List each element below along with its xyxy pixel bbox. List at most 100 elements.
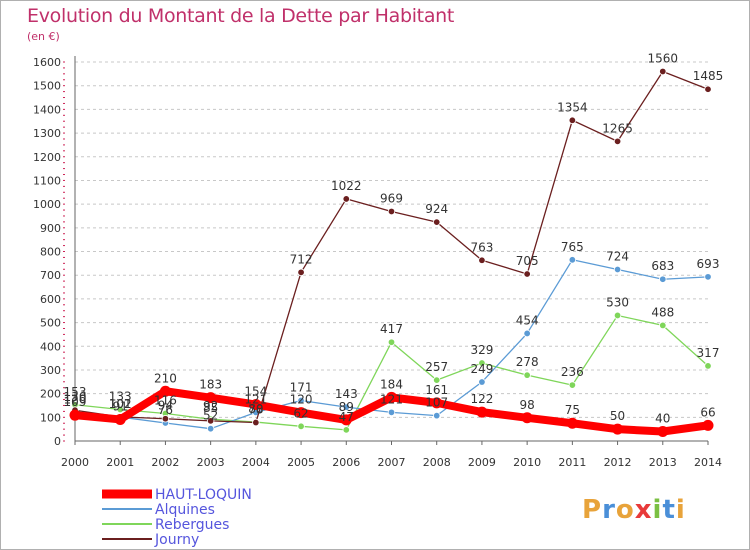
data-label-journy: 705 [516, 254, 539, 268]
data-label-journy: 94 [158, 399, 173, 413]
y-minor-tick [63, 310, 65, 312]
x-tick-label: 2005 [287, 456, 315, 469]
x-tick-label: 2012 [604, 456, 632, 469]
y-minor-tick [63, 399, 65, 401]
y-tick-label: 100 [40, 411, 61, 424]
data-point-rebergues [613, 311, 622, 320]
x-tick-label: 2011 [558, 456, 586, 469]
data-point-rebergues [659, 321, 667, 330]
data-point-journy [297, 268, 305, 277]
data-label-rebergues: 153 [64, 385, 87, 399]
data-point-alquines [568, 256, 577, 264]
data-point-haut-loquin [612, 423, 624, 435]
y-minor-tick [63, 327, 65, 329]
data-label-rebergues: 62 [293, 406, 308, 420]
data-label-haut-loquin: 75 [565, 403, 580, 417]
data-label-rebergues: 236 [561, 365, 584, 379]
x-tick-label: 2006 [332, 456, 360, 469]
data-label-journy: 1265 [602, 121, 633, 135]
y-minor-tick [63, 339, 65, 341]
y-tick-label: 1600 [33, 56, 61, 69]
y-minor-tick [63, 292, 65, 294]
data-label-journy: 85 [203, 401, 218, 415]
legend-label-rebergues: Rebergues [155, 517, 229, 533]
y-minor-tick [63, 280, 65, 282]
y-minor-tick [63, 138, 65, 140]
data-label-journy: 712 [290, 252, 313, 266]
y-minor-tick [63, 85, 65, 87]
data-label-haut-loquin: 66 [700, 405, 715, 419]
x-tick-label: 2009 [468, 456, 496, 469]
y-tick-label: 0 [54, 435, 61, 448]
y-minor-tick [63, 251, 65, 252]
data-label-journy: 1560 [648, 51, 679, 65]
legend-label-journy: Journy [154, 532, 199, 548]
data-label-haut-loquin: 50 [610, 409, 625, 423]
data-label-alquines: 683 [651, 259, 674, 273]
data-label-haut-loquin: 161 [425, 383, 448, 397]
x-tick-label: 2007 [378, 456, 406, 469]
y-minor-tick [63, 422, 65, 424]
data-point-haut-loquin [476, 406, 488, 418]
y-tick-label: 1300 [33, 127, 61, 140]
y-minor-tick [63, 233, 65, 235]
y-minor-tick [63, 73, 65, 75]
y-minor-tick [63, 79, 65, 81]
data-point-haut-loquin [250, 399, 262, 411]
y-minor-tick [63, 393, 65, 395]
y-minor-tick [63, 67, 65, 69]
y-minor-tick [63, 369, 65, 371]
y-minor-tick [63, 156, 65, 158]
y-minor-tick [63, 268, 65, 270]
data-label-alquines: 120 [64, 393, 87, 407]
data-point-alquines [478, 378, 486, 386]
data-point-journy [704, 85, 712, 93]
data-label-alquines: 121 [244, 392, 267, 406]
data-label-rebergues: 530 [606, 295, 629, 309]
y-tick-label: 300 [40, 364, 61, 377]
chart-title: Evolution du Montant de la Dette par Hab… [27, 5, 455, 27]
data-label-rebergues: 116 [154, 394, 177, 408]
y-minor-tick [63, 191, 65, 193]
y-minor-tick [63, 126, 65, 128]
y-minor-tick [63, 120, 65, 122]
data-point-journy [206, 417, 215, 425]
data-point-haut-loquin [205, 392, 217, 404]
data-point-rebergues [342, 426, 350, 434]
y-minor-tick [63, 363, 65, 365]
data-label-haut-loquin: 183 [199, 378, 222, 392]
data-label-haut-loquin: 98 [520, 398, 535, 412]
y-tick-label: 1100 [33, 174, 61, 187]
data-point-rebergues [704, 362, 712, 370]
y-minor-tick [63, 322, 65, 324]
data-label-alquines: 107 [425, 396, 448, 410]
y-minor-tick [63, 221, 65, 223]
data-label-rebergues: 329 [470, 343, 493, 357]
y-minor-tick [63, 375, 65, 377]
data-label-journy: 924 [425, 202, 448, 216]
data-point-alquines [659, 275, 667, 283]
y-minor-tick [63, 61, 65, 63]
proxiti-logo: Proxiti [582, 495, 686, 525]
y-minor-tick [63, 345, 65, 347]
data-label-alquines: 454 [516, 313, 539, 327]
data-point-rebergues [433, 376, 441, 384]
y-minor-tick [63, 108, 65, 110]
data-label-journy: 78 [248, 403, 263, 417]
x-tick-label: 2014 [694, 456, 722, 469]
y-tick-label: 400 [40, 340, 61, 353]
data-point-haut-loquin [566, 417, 578, 429]
x-tick-label: 2013 [649, 456, 677, 469]
data-point-alquines [387, 408, 396, 417]
data-label-alquines: 143 [335, 387, 358, 401]
data-point-alquines [206, 424, 215, 433]
y-minor-tick [63, 197, 65, 199]
y-minor-tick [63, 298, 65, 300]
y-minor-tick [63, 286, 65, 288]
y-minor-tick [63, 227, 65, 229]
y-minor-tick [63, 168, 65, 170]
y-minor-tick [63, 185, 65, 187]
data-label-haut-loquin: 109 [64, 395, 87, 409]
y-tick-label: 200 [40, 388, 61, 401]
